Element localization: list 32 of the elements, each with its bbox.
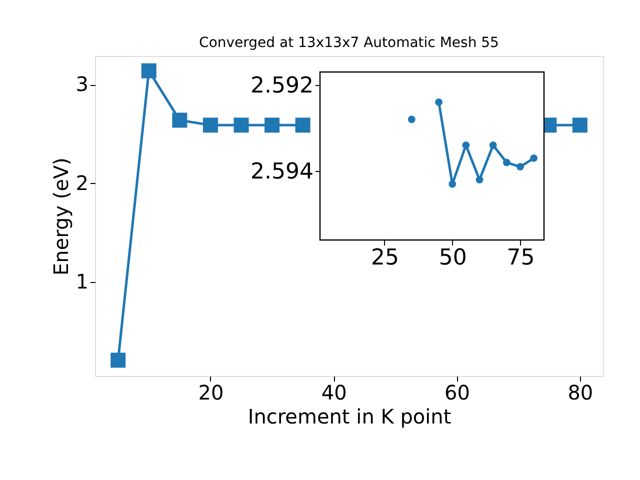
x-tick-label: 50 — [438, 246, 467, 270]
point — [408, 116, 416, 124]
point — [489, 142, 497, 149]
point — [530, 154, 538, 162]
point — [110, 352, 126, 368]
point — [462, 142, 470, 149]
y-tick-label: 3 — [76, 72, 88, 96]
x-tick-label: 80 — [568, 380, 594, 404]
y-tick-label: 2 — [76, 170, 88, 195]
x-tick-label: 20 — [198, 380, 224, 404]
x-tick-label: 60 — [444, 380, 470, 404]
x-tick-label: 75 — [506, 246, 535, 270]
point — [295, 118, 310, 133]
point — [516, 163, 524, 170]
point — [141, 63, 156, 78]
point — [448, 180, 456, 188]
x-tick-label: 25 — [370, 246, 399, 270]
x-tick-label: 40 — [321, 380, 347, 404]
point — [234, 118, 249, 133]
point — [435, 98, 442, 106]
point — [476, 176, 484, 184]
y-axis-title: Energy (eV) — [48, 158, 73, 276]
point — [172, 112, 188, 128]
point — [202, 118, 218, 133]
point — [502, 158, 510, 166]
point — [572, 118, 588, 133]
x-axis-title: Increment in K point — [248, 404, 452, 428]
point — [264, 118, 280, 133]
y-tick-label: 2.594 — [250, 160, 314, 185]
chart-title: Converged at 13x13x7 Automatic Mesh 55 — [199, 35, 499, 51]
y-tick-label: 1 — [76, 270, 88, 294]
y-tick-label: 2.592 — [250, 73, 314, 98]
